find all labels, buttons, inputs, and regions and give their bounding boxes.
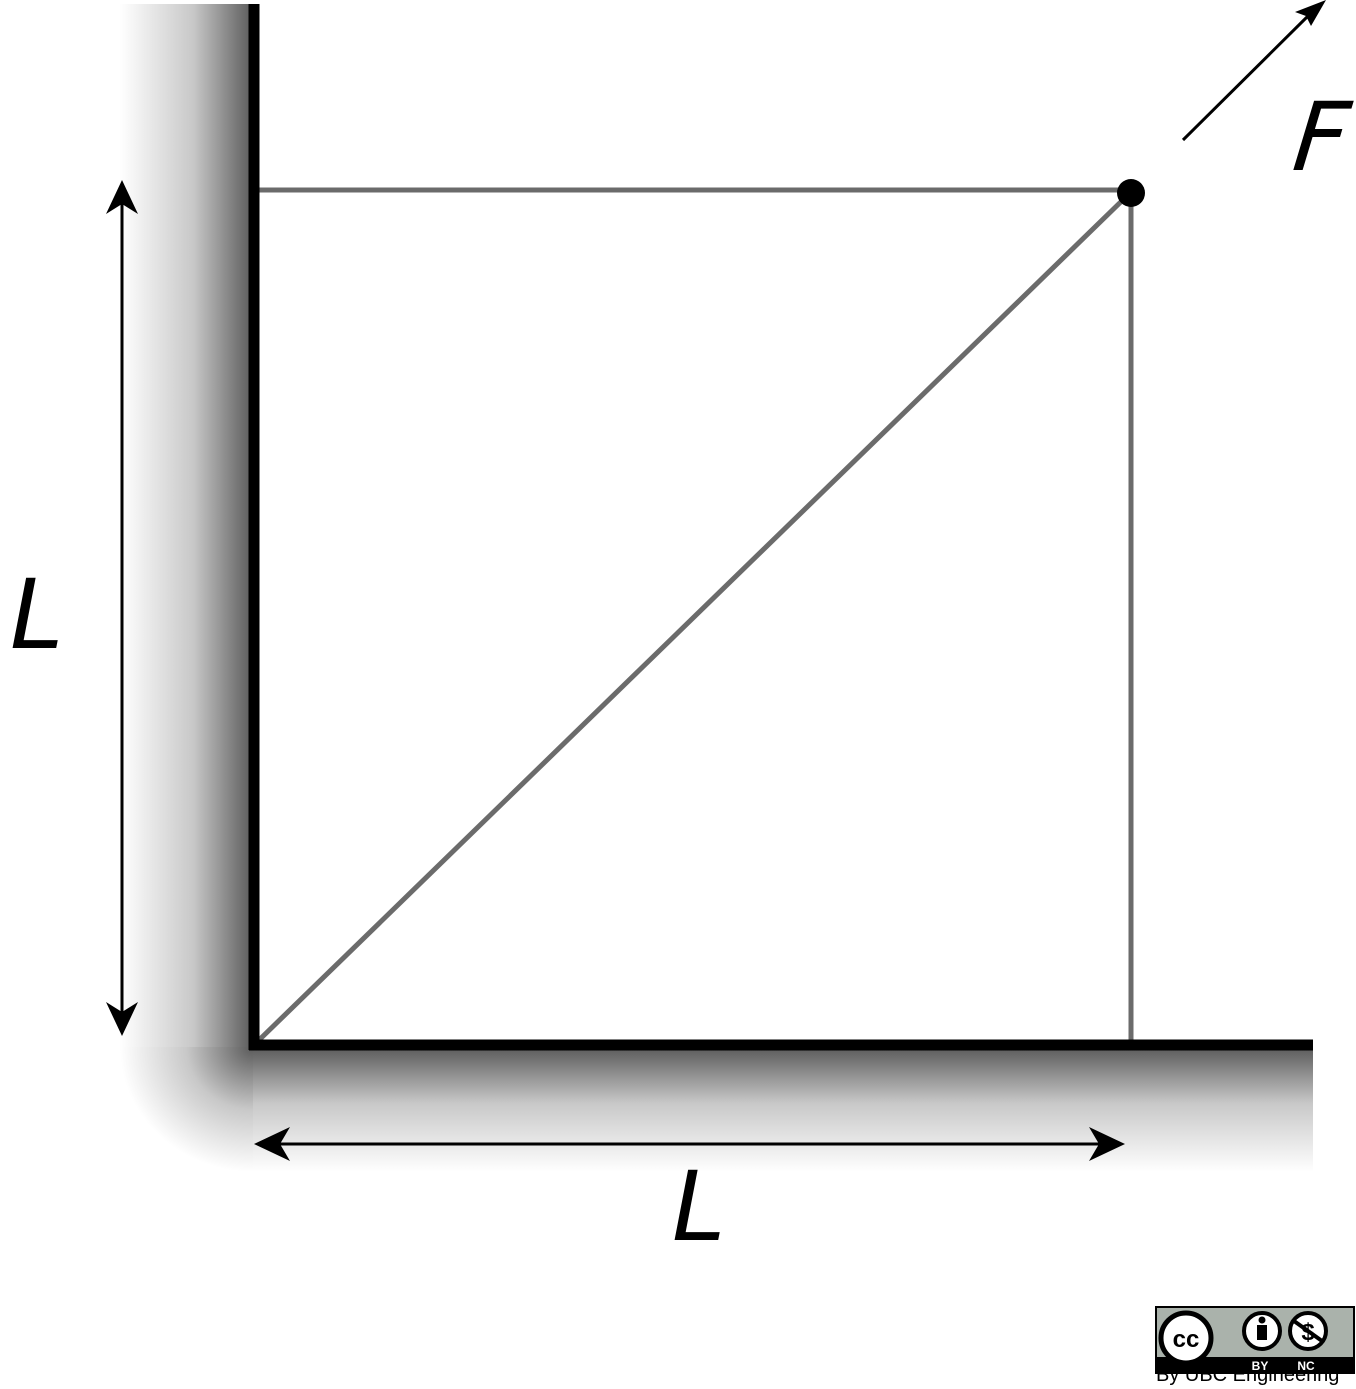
diagonal-member <box>254 190 1133 1045</box>
noncommercial-icon: $ <box>1288 1311 1328 1351</box>
cc-icon: cc <box>1158 1310 1214 1366</box>
bottom-dimension-arrow <box>254 1127 1125 1161</box>
wall-shadow <box>120 4 253 1047</box>
left-length-label: L <box>10 559 63 671</box>
cc-license-badge[interactable]: cc $ BY NC <box>1154 1294 1356 1386</box>
license-credit: By UBC Engineering <box>1156 1364 1340 1386</box>
by-label: BY <box>1252 1359 1269 1373</box>
svg-text:cc: cc <box>1173 1326 1200 1353</box>
corner-shadow <box>120 1047 253 1172</box>
left-dimension-arrow <box>106 180 138 1036</box>
bottom-length-label: L <box>672 1151 725 1263</box>
force-label: F <box>1288 83 1355 193</box>
nc-label: NC <box>1297 1359 1315 1373</box>
force-arrow <box>1181 0 1326 142</box>
floor-shadow <box>253 1047 1313 1172</box>
attribution-icon <box>1242 1311 1282 1351</box>
joint <box>1117 179 1145 207</box>
